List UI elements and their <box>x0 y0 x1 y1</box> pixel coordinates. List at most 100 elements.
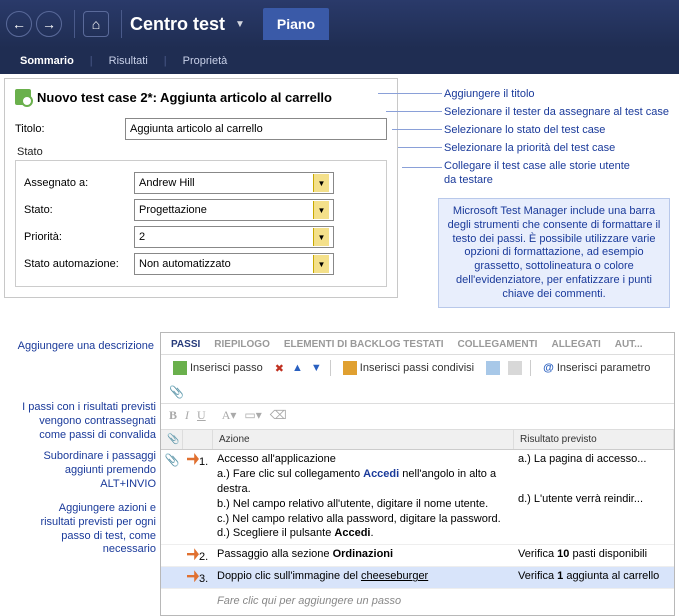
attach-icon[interactable]: 📎 <box>169 385 184 399</box>
link-accedi[interactable]: Accedi <box>363 468 399 480</box>
title-dropdown-icon[interactable]: ▼ <box>235 19 245 30</box>
btn-bold[interactable]: B <box>169 408 177 423</box>
back-button[interactable]: ← <box>6 11 32 37</box>
btn-shared-open[interactable] <box>486 361 500 375</box>
app-title[interactable]: Centro test <box>130 14 225 35</box>
steps-grid: 📎 1. Accesso all'applicazione a.) Fare c… <box>161 450 674 615</box>
validate-icon <box>187 548 199 560</box>
btn-highlight[interactable]: ▭▾ <box>244 408 261 423</box>
label-assegnato: Assegnato a: <box>24 177 134 189</box>
steps-tab-allegati[interactable]: ALLEGATI <box>551 339 600 350</box>
validate-icon <box>187 453 199 465</box>
subtab-proprieta[interactable]: Proprietà <box>177 51 234 71</box>
col-attachment: 📎 <box>161 430 183 449</box>
combo-priorita[interactable]: 2▼ <box>134 226 334 248</box>
steps-panel: PASSI RIEPILOGO ELEMENTI DI BACKLOG TEST… <box>160 332 675 616</box>
title-bar: ← → ⌂ Centro test ▼ Piano <box>0 0 679 48</box>
divider <box>330 360 331 376</box>
callout-descrizione: Aggiungere una descrizione <box>2 340 154 354</box>
col-number <box>183 430 213 449</box>
callout-azioni: Aggiungere azioni erisultati previsti pe… <box>0 502 156 557</box>
step-row-2[interactable]: 2. Passaggio alla sezione Ordinazioni Ve… <box>161 545 674 567</box>
col-azione: Azione <box>213 430 514 449</box>
subtab-risultati[interactable]: Risultati <box>103 51 154 71</box>
step-number: 1. <box>199 456 208 468</box>
leader-line <box>378 93 442 94</box>
divider: | <box>84 51 99 71</box>
btn-underline[interactable]: U <box>197 408 206 423</box>
callout-priorita: Selezionare la priorità del test case <box>444 142 615 156</box>
field-assegnato: Assegnato a: Andrew Hill▼ <box>24 172 378 194</box>
testcase-icon <box>15 89 31 105</box>
divider <box>530 360 531 376</box>
field-titolo: Titolo: Aggiunta articolo al carrello <box>15 118 387 140</box>
group-stato-label: Stato <box>17 146 387 158</box>
callout-stato: Selezionare lo stato del test case <box>444 124 605 138</box>
substeps: a.) Fare clic sul collegamento Accedi ne… <box>217 467 510 541</box>
sub-tabs: Sommario | Risultati | Proprietà <box>0 48 679 74</box>
col-risultato: Risultato previsto <box>514 430 674 449</box>
format-toolbar: B I U A▾ ▭▾ ⌫ <box>161 404 674 430</box>
callout-formatting-box: Microsoft Test Manager include una barra… <box>438 198 670 308</box>
callout-subordinate: Subordinare i passaggiaggiunti premendoA… <box>0 450 156 491</box>
form-header: Nuovo test case 2*: Aggiunta articolo al… <box>15 85 387 113</box>
btn-move-up[interactable]: ▲ <box>292 362 303 374</box>
label-priorita: Priorità: <box>24 231 134 243</box>
input-titolo[interactable]: Aggiunta articolo al carrello <box>125 118 387 140</box>
attach-icon: 📎 <box>165 453 180 467</box>
expected-result: a.) La pagina di accesso... d.) L'utente… <box>514 450 674 544</box>
label-stato: Stato: <box>24 204 134 216</box>
btn-inserisci-parametro[interactable]: @Inserisci parametro <box>539 360 654 376</box>
steps-tab-riepilogo[interactable]: RIEPILOGO <box>214 339 270 350</box>
btn-fontcolor[interactable]: A▾ <box>222 408 237 423</box>
group-stato: Assegnato a: Andrew Hill▼ Stato: Progett… <box>15 160 387 287</box>
chevron-down-icon: ▼ <box>313 255 329 273</box>
leader-line <box>392 129 442 130</box>
btn-move-down[interactable]: ▼ <box>311 362 322 374</box>
btn-clear[interactable]: ⌫ <box>270 408 287 423</box>
step-row-3[interactable]: 3. Doppio clic sull'immagine del cheeseb… <box>161 567 674 589</box>
param-icon: @ <box>543 362 554 374</box>
ghost-add-step[interactable]: Fare clic qui per aggiungere un passo <box>161 589 674 615</box>
btn-shared-manage[interactable] <box>508 361 522 375</box>
steps-toolbar: Inserisci passo ✖ ▲ ▼ Inserisci passi co… <box>161 355 674 404</box>
label-titolo: Titolo: <box>15 123 125 135</box>
test-case-form: Nuovo test case 2*: Aggiunta articolo al… <box>4 78 398 298</box>
callout-convalida: I passi con i risultati previstivengono … <box>0 401 156 442</box>
forward-button[interactable]: → <box>36 11 62 37</box>
label-automazione: Stato automazione: <box>24 258 134 270</box>
form-title: Nuovo test case 2*: Aggiunta articolo al… <box>37 90 332 105</box>
field-automazione: Stato automazione: Non automatizzato▼ <box>24 253 378 275</box>
chevron-down-icon: ▼ <box>313 174 329 192</box>
combo-automazione[interactable]: Non automatizzato▼ <box>134 253 334 275</box>
callout-collegare: Collegare il test case alle storie utent… <box>444 160 644 188</box>
home-button[interactable]: ⌂ <box>83 11 109 37</box>
steps-tab-backlog[interactable]: ELEMENTI DI BACKLOG TESTATI <box>284 339 444 350</box>
steps-tabs: PASSI RIEPILOGO ELEMENTI DI BACKLOG TEST… <box>161 333 674 355</box>
steps-tab-aut[interactable]: AUT... <box>615 339 643 350</box>
btn-inserisci-passo[interactable]: Inserisci passo <box>169 359 267 377</box>
btn-delete-step[interactable]: ✖ <box>275 362 284 375</box>
step-row-1[interactable]: 📎 1. Accesso all'applicazione a.) Fare c… <box>161 450 674 545</box>
field-priorita: Priorità: 2▼ <box>24 226 378 248</box>
steps-tab-passi[interactable]: PASSI <box>171 339 200 350</box>
step-number: 3. <box>199 573 208 585</box>
callout-titolo: Aggiungere il titolo <box>444 88 535 102</box>
divider: | <box>158 51 173 71</box>
leader-line <box>402 167 442 168</box>
divider <box>74 10 75 38</box>
combo-assegnato[interactable]: Andrew Hill▼ <box>134 172 334 194</box>
tab-piano[interactable]: Piano <box>263 8 329 40</box>
validate-icon <box>187 570 199 582</box>
combo-stato[interactable]: Progettazione▼ <box>134 199 334 221</box>
steps-tab-collegamenti[interactable]: COLLEGAMENTI <box>457 339 537 350</box>
leader-line <box>398 147 442 148</box>
leader-line <box>386 111 442 112</box>
subtab-sommario[interactable]: Sommario <box>14 51 80 71</box>
callout-tester: Selezionare il tester da assegnare al te… <box>444 106 669 120</box>
btn-passi-condivisi[interactable]: Inserisci passi condivisi <box>339 359 478 377</box>
chevron-down-icon: ▼ <box>313 201 329 219</box>
btn-italic[interactable]: I <box>185 408 189 423</box>
steps-grid-header: 📎 Azione Risultato previsto <box>161 430 674 450</box>
field-stato: Stato: Progettazione▼ <box>24 199 378 221</box>
